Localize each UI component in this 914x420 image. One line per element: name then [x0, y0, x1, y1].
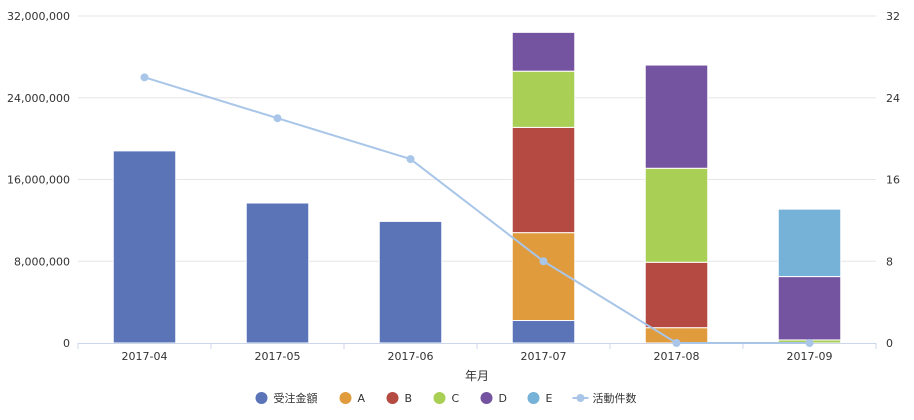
- x-tick-label: 2017-06: [388, 350, 434, 363]
- line-point: [273, 114, 282, 123]
- legend-label: 受注金額: [274, 391, 318, 405]
- bar-segment: [511, 31, 576, 72]
- bar-segment: [511, 70, 576, 128]
- x-tick-label: 2017-08: [654, 350, 700, 363]
- line-point: [406, 155, 415, 164]
- legend-marker: [527, 392, 540, 404]
- legend-label: 活動件数: [593, 391, 637, 405]
- legend-marker: [255, 392, 268, 404]
- bar-segment: [245, 202, 310, 344]
- bar-series-group: [112, 31, 842, 344]
- y2-tick-label: 8: [886, 255, 893, 268]
- y2-tick-label: 24: [886, 92, 900, 105]
- x-tick-label: 2017-05: [255, 350, 301, 363]
- y2-tick-label: 32: [886, 10, 900, 23]
- legend-marker: [576, 394, 585, 402]
- line-point: [805, 339, 814, 347]
- legend-label: E: [546, 392, 553, 405]
- line-point: [539, 257, 548, 266]
- legend-label: B: [405, 392, 413, 405]
- y-tick-label: 24,000,000: [7, 92, 70, 105]
- bar-segment: [511, 232, 576, 322]
- y2-tick-label: 0: [886, 337, 893, 350]
- bar-segment: [644, 64, 709, 169]
- legend-label: A: [358, 392, 366, 405]
- line-series-group: [140, 73, 814, 347]
- legend-marker: [433, 392, 446, 404]
- x-tick-label: 2017-09: [787, 350, 833, 363]
- y-tick-label: 0: [63, 337, 70, 350]
- legend-marker: [386, 392, 399, 404]
- legend: 受注金額 A B C D E 活動件数: [255, 391, 637, 405]
- tick-labels: 0 8,000,000 16,000,000 24,000,000 32,000,000…: [7, 10, 900, 363]
- line-point: [140, 73, 149, 82]
- bar-segment: [511, 320, 576, 344]
- line-series-path: [144, 76, 810, 344]
- bar-segment: [777, 276, 842, 341]
- y2-tick-label: 16: [886, 174, 900, 187]
- line-point: [672, 339, 681, 347]
- legend-marker: [480, 392, 493, 404]
- y-tick-label: 8,000,000: [14, 255, 70, 268]
- x-tick-label: 2017-07: [521, 350, 567, 363]
- legend-marker: [339, 392, 352, 404]
- bar-segment: [777, 208, 842, 278]
- legend-label: D: [499, 392, 507, 405]
- bar-segment: [112, 150, 177, 344]
- bar-segment: [644, 167, 709, 263]
- y-tick-label: 16,000,000: [7, 174, 70, 187]
- bar-segment: [378, 220, 443, 344]
- bar-segment: [644, 261, 709, 329]
- x-tick-label: 2017-04: [122, 350, 168, 363]
- y-tick-label: 32,000,000: [7, 10, 70, 23]
- grid-lines: [78, 15, 876, 262]
- bar-segment: [511, 126, 576, 234]
- x-axis-title: 年月: [465, 369, 489, 383]
- legend-label: C: [452, 392, 460, 405]
